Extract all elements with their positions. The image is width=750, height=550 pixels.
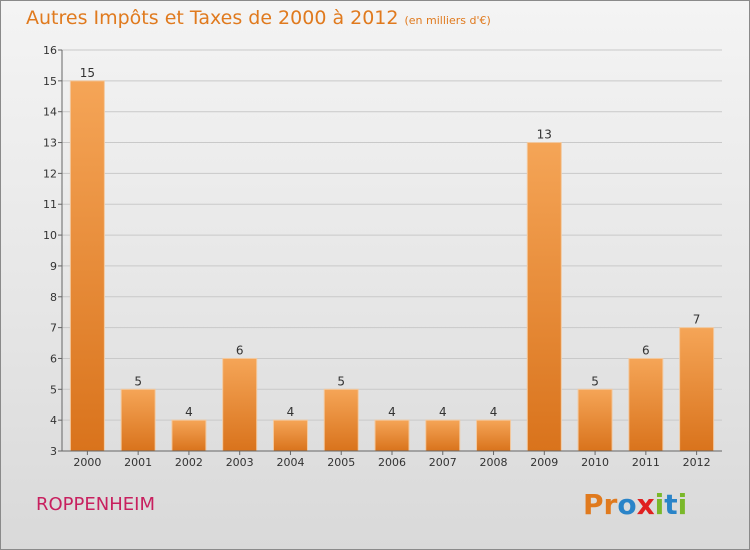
y-tick-label-13: 13 — [43, 137, 57, 150]
data-label-2002: 4 — [185, 405, 193, 419]
data-label-2009: 13 — [537, 128, 552, 142]
data-label-2012: 7 — [693, 313, 701, 327]
y-tick-label-3: 3 — [50, 445, 57, 458]
x-tick-label-2010: 2010 — [581, 456, 609, 469]
bar-2012 — [679, 327, 715, 452]
x-tick-label-2004: 2004 — [276, 456, 304, 469]
chart-title-text: Autres Impôts et Taxes de 2000 à 2012 — [26, 7, 399, 29]
town-name: ROPPENHEIM — [36, 494, 155, 515]
logo-letter: r — [603, 488, 618, 521]
data-label-2003: 6 — [236, 343, 244, 357]
logo-letter: i — [677, 488, 688, 521]
y-tick-label-16: 16 — [43, 44, 57, 57]
proxiti-logo[interactable]: Proxiti — [583, 488, 687, 521]
logo-letter: i — [654, 488, 665, 521]
bar-2002 — [171, 419, 207, 452]
data-label-2005: 5 — [337, 374, 345, 388]
y-tick-label-7: 7 — [50, 322, 57, 335]
bar-2000 — [69, 80, 105, 452]
bar-2001 — [120, 388, 156, 452]
y-tick-label-5: 5 — [50, 383, 57, 396]
chart-title: Autres Impôts et Taxes de 2000 à 2012 (en… — [26, 7, 491, 29]
y-tick-label-10: 10 — [43, 229, 57, 242]
bar-2011 — [628, 357, 664, 452]
plot-area — [62, 50, 722, 451]
y-tick-label-9: 9 — [50, 260, 57, 273]
y-tick-label-12: 12 — [43, 167, 57, 180]
bar-2005 — [323, 388, 359, 452]
data-label-2011: 6 — [642, 343, 650, 357]
bar-2010 — [577, 388, 613, 452]
data-label-2010: 5 — [591, 374, 599, 388]
x-tick-label-2012: 2012 — [683, 456, 711, 469]
bar-2009 — [526, 142, 562, 452]
logo-letter: P — [583, 488, 604, 521]
x-tick-label-2000: 2000 — [73, 456, 101, 469]
x-tick-label-2001: 2001 — [124, 456, 152, 469]
data-label-2000: 15 — [80, 66, 95, 80]
y-tick-label-14: 14 — [43, 106, 57, 119]
x-tick-label-2008: 2008 — [480, 456, 508, 469]
gridlines — [62, 49, 722, 452]
bars — [69, 80, 715, 452]
x-tick-label-2002: 2002 — [175, 456, 203, 469]
data-label-2006: 4 — [388, 405, 396, 419]
chart-subtitle: (en milliers d'€) — [404, 14, 491, 27]
x-tick-label-2011: 2011 — [632, 456, 660, 469]
y-tick-label-6: 6 — [50, 352, 57, 365]
y-tick-label-15: 15 — [43, 75, 57, 88]
data-label-2007: 4 — [439, 405, 447, 419]
logo-letter: o — [617, 488, 637, 521]
bar-2004 — [272, 419, 308, 452]
logo-letter: t — [664, 488, 678, 521]
x-tick-label-2009: 2009 — [530, 456, 558, 469]
data-label-2001: 5 — [134, 374, 142, 388]
x-tick-label-2006: 2006 — [378, 456, 406, 469]
x-tick-label-2007: 2007 — [429, 456, 457, 469]
data-label-2004: 4 — [287, 405, 295, 419]
bar-2007 — [425, 419, 461, 452]
y-tick-label-8: 8 — [50, 291, 57, 304]
y-tick-label-4: 4 — [50, 414, 57, 427]
bar-2008 — [476, 419, 512, 452]
logo-letter: x — [636, 488, 655, 521]
bar-2006 — [374, 419, 410, 452]
labels: 3 4 5 6 7 8 9 10 11 12 13 14 15 16 15 2000 5 2001 4 2002 6 20… — [43, 44, 711, 469]
x-tick-label-2005: 2005 — [327, 456, 355, 469]
bar-2003 — [222, 357, 258, 452]
data-label-2008: 4 — [490, 405, 498, 419]
x-tick-label-2003: 2003 — [226, 456, 254, 469]
y-tick-label-11: 11 — [43, 198, 57, 211]
axes — [58, 49, 722, 455]
